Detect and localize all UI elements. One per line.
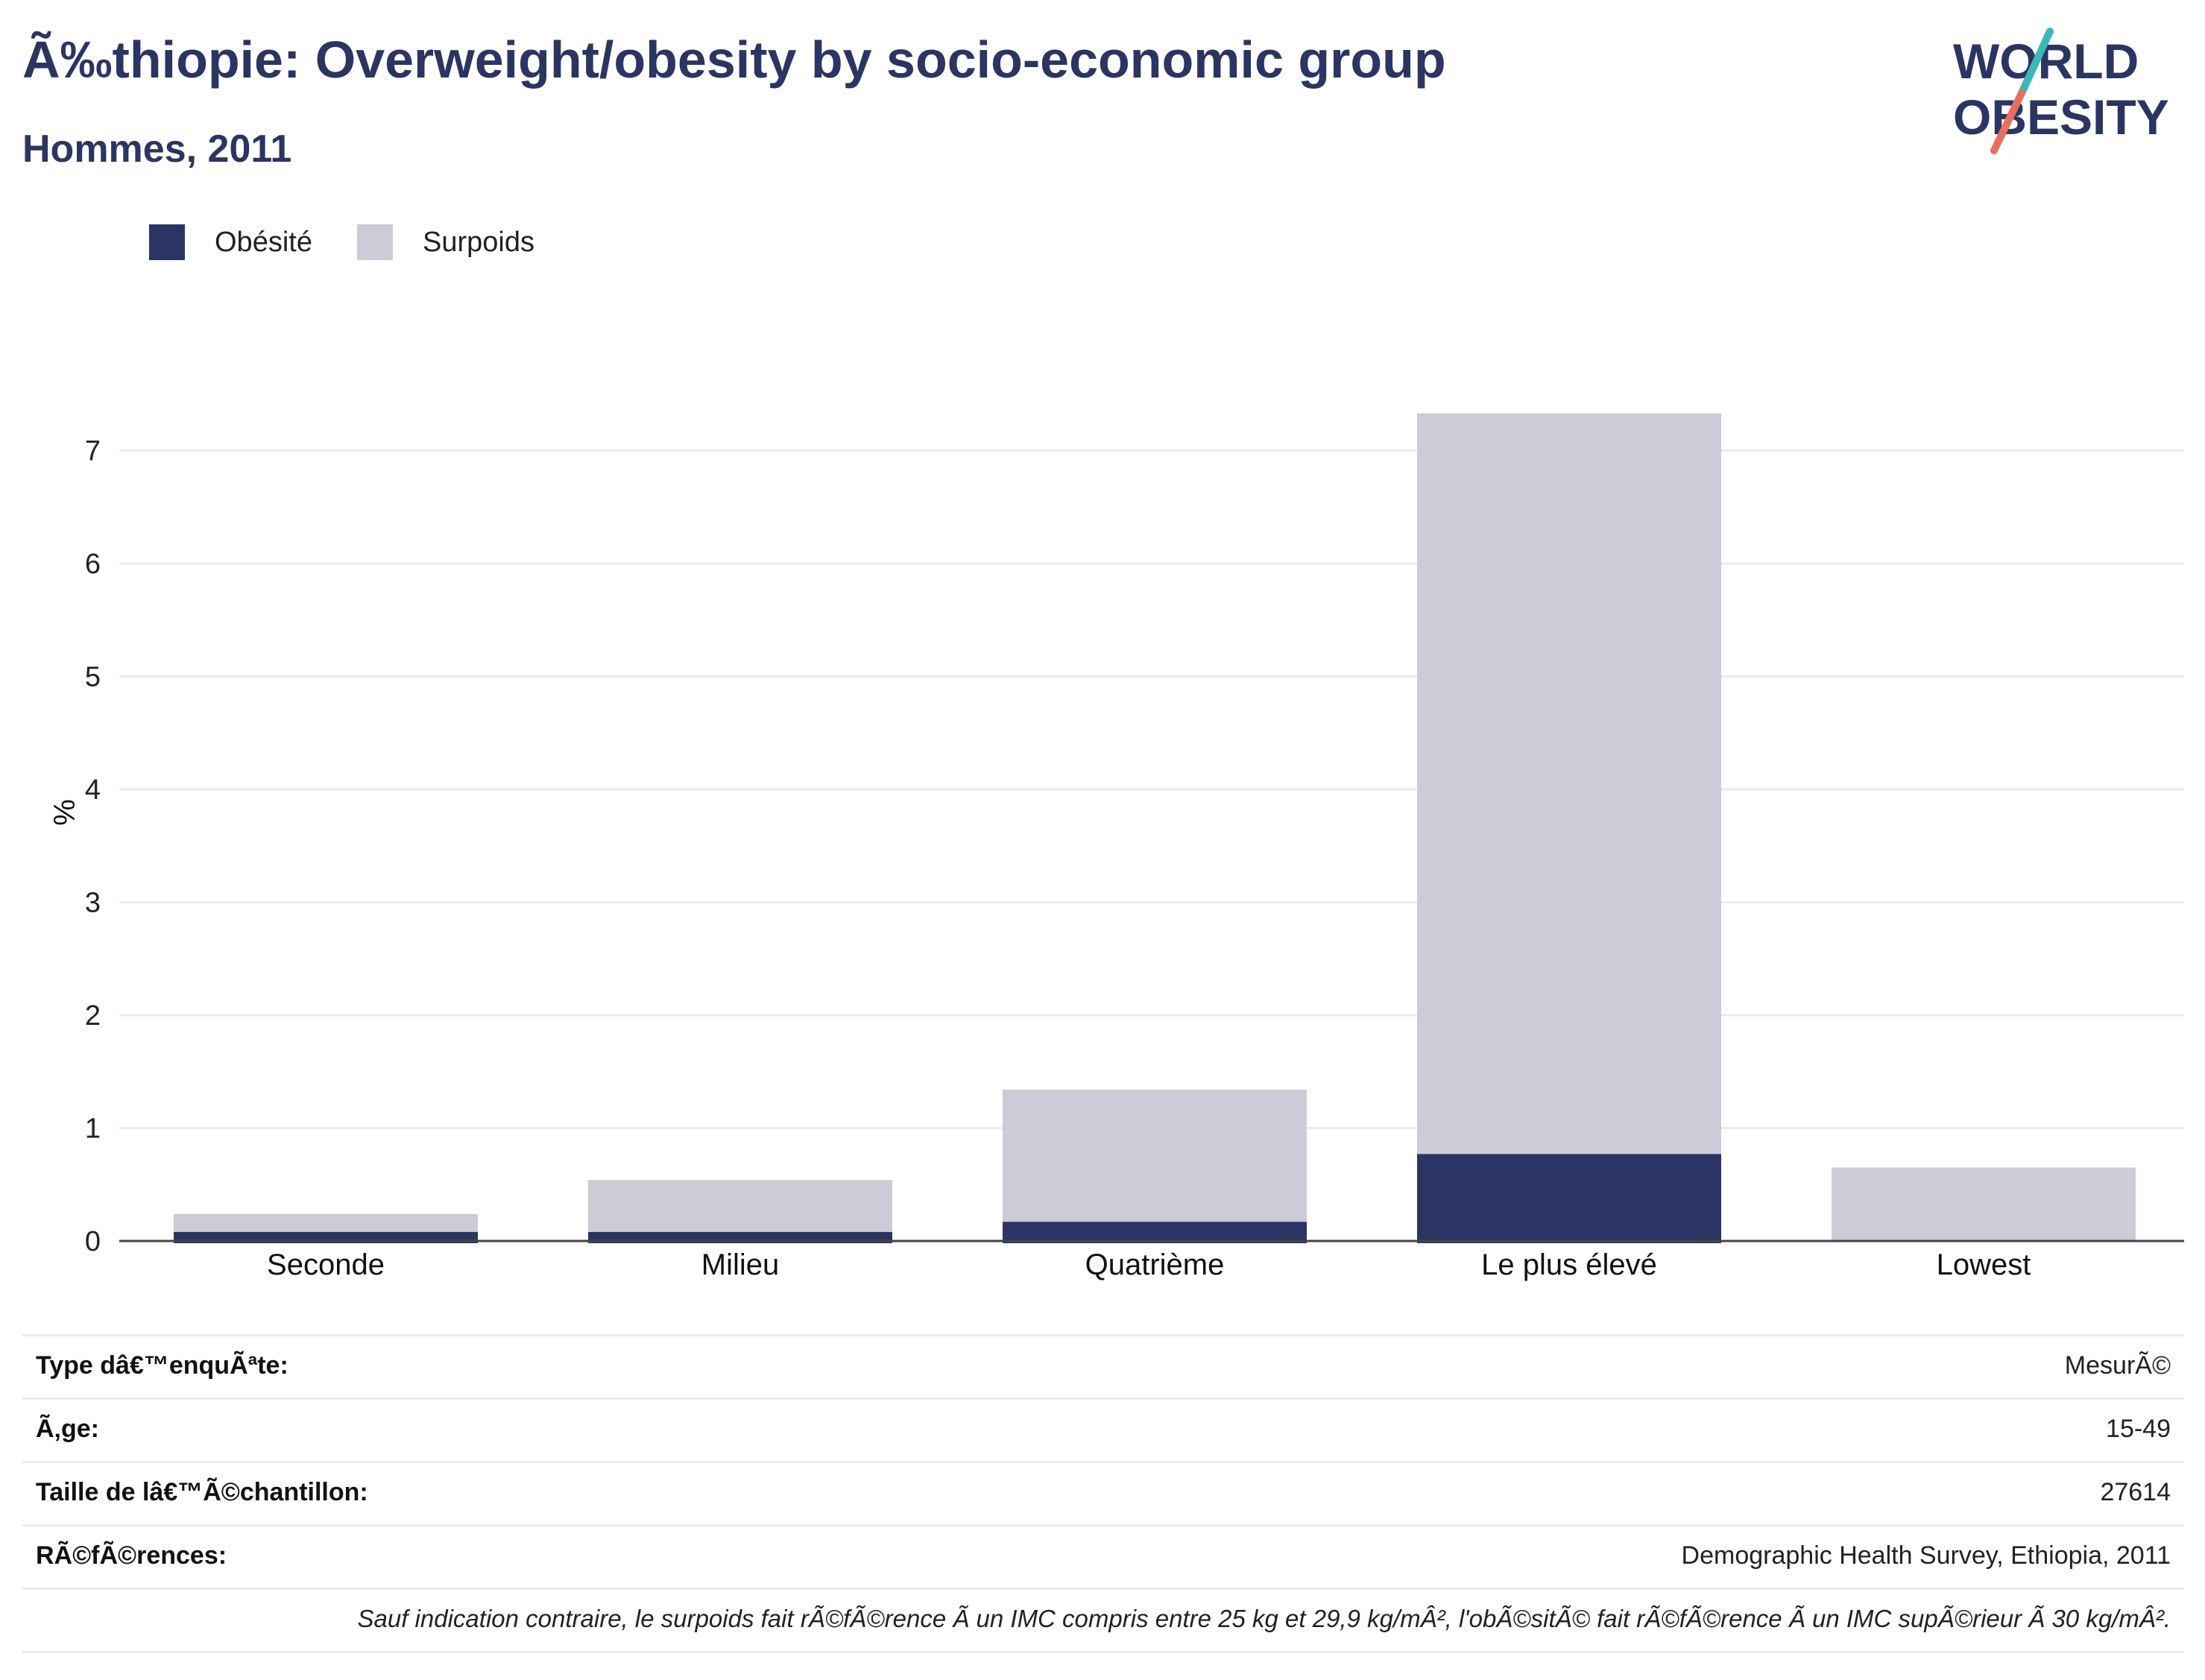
y-tick-label: 4: [85, 774, 101, 806]
y-tick-label: 0: [85, 1226, 101, 1257]
info-row-references: RÃ©fÃ©rences: Demographic Health Survey,…: [22, 1524, 2184, 1588]
bar-chart: 0 1 2 3 4 5 6 7% Seconde Milieu Quatrième Le plus é…: [47, 413, 2184, 1281]
info-row-age: Ã‚ge: 15-49: [22, 1398, 2184, 1461]
y-tick-label: 3: [85, 888, 101, 919]
legend-swatch-overweight: [356, 224, 393, 260]
x-tick-label: Milieu: [701, 1248, 779, 1281]
bar-obesity-3: [1003, 1222, 1307, 1243]
legend-item-overweight[interactable]: Surpoids: [356, 224, 534, 260]
info-key: RÃ©fÃ©rences:: [36, 1541, 227, 1570]
bar-overweight-3: [1003, 1089, 1307, 1222]
bar-overweight-5: [1832, 1167, 2136, 1241]
y-tick-label: 5: [85, 662, 101, 693]
logo-slash-teal: [2018, 28, 2054, 97]
info-key: Type dâ€™enquÃªte:: [36, 1351, 288, 1380]
x-tick-label: Le plus élevé: [1481, 1248, 1657, 1281]
logo-slash-coral: [1990, 89, 2025, 154]
info-row-sample-size: Taille de lâ€™Ã©chantillon: 27614: [22, 1461, 2184, 1524]
info-row-survey-type: Type dâ€™enquÃªte: MesurÃ©: [22, 1334, 2184, 1398]
x-tick-label: Seconde: [267, 1248, 385, 1281]
legend-item-obesity[interactable]: Obésité: [149, 224, 312, 260]
legend-label-obesity: Obésité: [215, 226, 312, 258]
info-value: MesurÃ©: [2064, 1351, 2171, 1380]
x-tick-label: Quatrième: [1085, 1248, 1225, 1281]
definition-note: Sauf indication contraire, le surpoids f…: [22, 1588, 2184, 1653]
chart-legend: Obésité Surpoids: [149, 222, 579, 262]
info-key: Ã‚ge:: [36, 1415, 99, 1443]
chart-subtitle: Hommes, 2011: [22, 127, 292, 171]
x-tick-label: Lowest: [1937, 1248, 2031, 1281]
chart-title: Ã‰thiopie: Overweight/obesity by socio-e…: [22, 31, 1446, 89]
info-value: 15-49: [2106, 1415, 2171, 1443]
world-obesity-logo: WORLD OBESITY: [1953, 28, 2169, 154]
logo-line2: OBESITY: [1953, 89, 2169, 145]
legend-swatch-obesity: [149, 224, 185, 260]
y-tick-label: 1: [85, 1114, 101, 1145]
info-key: Taille de lâ€™Ã©chantillon:: [36, 1478, 368, 1506]
legend-label-overweight: Surpoids: [422, 226, 534, 258]
definition-note-text: Sauf indication contraire, le surpoids f…: [357, 1605, 2171, 1632]
y-tick-label: 2: [85, 1000, 101, 1032]
y-tick-label: 6: [85, 549, 101, 580]
info-value: 27614: [2100, 1478, 2171, 1506]
bar-overweight-1: [174, 1213, 478, 1232]
bar-overweight-2: [588, 1180, 892, 1232]
survey-info-table: Type dâ€™enquÃªte: MesurÃ© Ã‚ge: 15-49 T…: [22, 1334, 2184, 1653]
y-tick-label: 7: [85, 436, 101, 467]
bar-obesity-4: [1417, 1154, 1721, 1243]
bar-overweight-4: [1417, 413, 1721, 1155]
y-axis-label: %: [47, 799, 80, 826]
info-value: Demographic Health Survey, Ethiopia, 201…: [1681, 1541, 2171, 1570]
